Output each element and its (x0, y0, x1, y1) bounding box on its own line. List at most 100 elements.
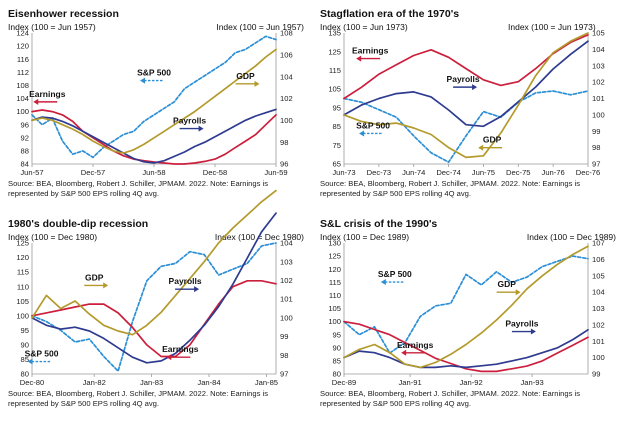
chart-panel-eisenhower-recession: Eisenhower recession Index (100 = Jun 19… (6, 6, 306, 211)
series-line-gdp (31, 189, 277, 336)
right-axis-label: Index (100 = Jun 1957) (216, 22, 304, 32)
series-line-earnings (31, 279, 277, 358)
chart-panel-stagflation-1970s: Stagflation era of the 1970's Index (100… (318, 6, 618, 211)
left-y-tick-label: 116 (17, 55, 29, 64)
series-label-earnings: Earnings (29, 89, 66, 99)
x-tick-label: Jun-57 (20, 168, 43, 177)
right-y-tick-label: 99 (592, 370, 600, 379)
series-arrowhead-payrolls (530, 328, 536, 335)
series-line-gdp (343, 32, 589, 159)
x-tick-label: Jan-83 (140, 378, 163, 387)
series-arrowhead-s-p-500 (27, 358, 33, 365)
right-y-tick-label: 100 (280, 313, 293, 322)
left-y-tick-label: 130 (328, 239, 341, 248)
x-tick-label: Jun-74 (402, 168, 425, 177)
x-tick-label: Jan-93 (520, 378, 543, 387)
left-y-tick-label: 115 (17, 268, 29, 277)
series-label-s-p-500: S&P 500 (137, 68, 171, 78)
left-y-tick-label: 120 (16, 42, 29, 51)
x-tick-label: Jun-58 (142, 168, 165, 177)
left-y-tick-label: 95 (333, 103, 341, 112)
series-label-payrolls: Payrolls (505, 319, 538, 329)
left-y-tick-label: 85 (21, 355, 29, 364)
left-y-tick-label: 92 (21, 133, 29, 142)
series-line-s-p-500 (343, 90, 589, 163)
series-label-s-p-500: S&P 500 (378, 269, 412, 279)
left-y-tick-label: 125 (328, 47, 341, 56)
right-y-tick-label: 105 (592, 29, 605, 38)
series-line-s-p-500 (31, 35, 277, 159)
left-axis-label: Index (100 = Dec 1980) (8, 232, 98, 242)
right-y-tick-label: 98 (592, 143, 600, 152)
right-y-tick-label: 106 (592, 255, 605, 264)
series-label-gdp: GDP (236, 71, 255, 81)
series-arrowhead-gdp (103, 282, 109, 289)
series-label-gdp: GDP (483, 135, 502, 145)
line-chart-plot: 84 88 92 96 100 104 108 112 116 120 124 96 98 100 102 1… (16, 29, 293, 177)
x-tick-label: Dec-80 (20, 378, 44, 387)
left-y-tick-label: 115 (329, 66, 341, 75)
right-y-tick-label: 103 (280, 257, 293, 266)
series-line-payrolls (31, 108, 277, 164)
series-label-earnings: Earnings (352, 46, 389, 56)
right-y-tick-label: 98 (280, 351, 288, 360)
chart-title: 1980's double-dip recession (8, 218, 149, 230)
series-arrowhead-payrolls (472, 84, 478, 91)
series-line-payrolls (343, 328, 589, 369)
line-chart-plot: 80 85 90 95 100 105 110 115 120 125 97 98 99 100 101 10… (16, 189, 293, 387)
right-y-tick-label: 108 (280, 29, 293, 38)
left-y-tick-label: 65 (333, 160, 341, 169)
left-y-tick-label: 84 (21, 160, 29, 169)
chart-title: Stagflation era of the 1970's (320, 8, 460, 20)
left-y-tick-label: 105 (328, 85, 341, 94)
x-tick-label: Jun-59 (264, 168, 287, 177)
x-tick-label: Dec-58 (203, 168, 227, 177)
left-y-tick-label: 125 (16, 239, 29, 248)
left-y-tick-label: 95 (333, 330, 341, 339)
right-y-tick-label: 97 (592, 160, 600, 169)
right-y-tick-label: 96 (280, 160, 288, 169)
left-axis-label: Index (100 = Jun 1973) (320, 22, 408, 32)
right-y-tick-label: 104 (592, 45, 605, 54)
series-arrowhead-earnings (33, 98, 39, 105)
source-note: Source: BEA, Bloomberg, Robert J. Schill… (8, 389, 268, 408)
right-y-tick-label: 101 (280, 295, 293, 304)
series-label-payrolls: Payrolls (173, 116, 206, 126)
right-y-tick-label: 101 (592, 337, 605, 346)
left-y-tick-label: 80 (333, 370, 341, 379)
left-y-tick-label: 125 (328, 252, 341, 261)
x-tick-label: Dec-74 (436, 168, 460, 177)
series-arrowhead-gdp (515, 289, 521, 296)
right-y-tick-label: 102 (280, 94, 293, 103)
series-label-s-p-500: S&P 500 (356, 120, 390, 130)
series-label-earnings: Earnings (162, 344, 199, 354)
x-tick-label: Jan-92 (459, 378, 482, 387)
source-note: Source: BEA, Bloomberg, Robert J. Schill… (8, 179, 268, 198)
series-arrowhead-earnings (166, 354, 172, 361)
left-y-tick-label: 75 (333, 141, 341, 150)
left-y-tick-label: 90 (333, 343, 341, 352)
chart-panel-1980s-double-dip: 1980's double-dip recession Index (100 =… (6, 189, 306, 421)
series-line-earnings (31, 109, 277, 165)
left-y-tick-label: 124 (16, 29, 29, 38)
x-tick-label: Jan-91 (398, 378, 421, 387)
left-y-tick-label: 112 (17, 68, 29, 77)
right-y-tick-label: 104 (280, 239, 293, 248)
series-line-gdp (343, 245, 589, 369)
series-line-gdp (31, 48, 277, 154)
series-arrowhead-gdp (254, 80, 260, 87)
left-y-tick-label: 95 (21, 326, 29, 335)
left-y-tick-label: 100 (16, 311, 29, 320)
series-arrowhead-earnings (356, 55, 362, 62)
left-y-tick-label: 120 (328, 265, 341, 274)
left-y-tick-label: 100 (328, 317, 341, 326)
series-line-earnings (343, 34, 589, 100)
left-y-tick-label: 80 (21, 370, 29, 379)
x-tick-label: Dec-89 (332, 378, 356, 387)
series-line-earnings (343, 320, 589, 373)
right-y-tick-label: 106 (280, 50, 293, 59)
chart-title: Eisenhower recession (8, 8, 119, 20)
series-label-earnings: Earnings (397, 340, 434, 350)
x-tick-label: Jan-82 (83, 378, 106, 387)
right-y-tick-label: 102 (592, 78, 605, 87)
